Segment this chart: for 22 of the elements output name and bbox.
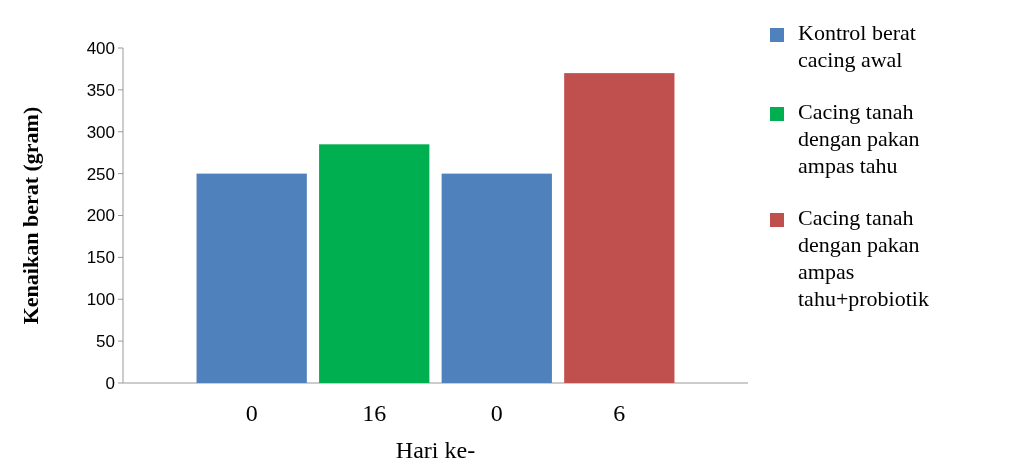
y-tick-label: 350: [86, 80, 115, 100]
bar: [564, 73, 675, 383]
x-tick-label: 6: [613, 400, 626, 426]
legend-label: Kontrol berat cacing awal: [798, 20, 916, 72]
x-axis-title: Hari ke-: [395, 437, 476, 463]
bar: [441, 173, 552, 383]
x-tick-label: 0: [245, 400, 258, 426]
y-tick-label: 300: [86, 122, 115, 142]
x-tick-label: 16: [362, 400, 387, 426]
bar: [196, 173, 307, 383]
x-tick-label: 0: [490, 400, 503, 426]
legend-label: Cacing tanah dengan pakan ampas tahu: [798, 99, 920, 178]
legend-label: Cacing tanah dengan pakan ampas tahu+probiotik: [798, 205, 929, 311]
y-tick-label: 400: [86, 38, 115, 58]
y-axis-title: Kenaikan berat (gram): [18, 106, 43, 325]
y-tick-label: 100: [86, 290, 115, 310]
y-tick-label: 50: [96, 332, 115, 352]
y-tick-label: 200: [86, 206, 115, 226]
y-tick-label: 150: [86, 248, 115, 268]
y-tick-label: 250: [86, 164, 115, 184]
y-tick-label: 0: [105, 373, 115, 393]
bar: [319, 144, 430, 383]
